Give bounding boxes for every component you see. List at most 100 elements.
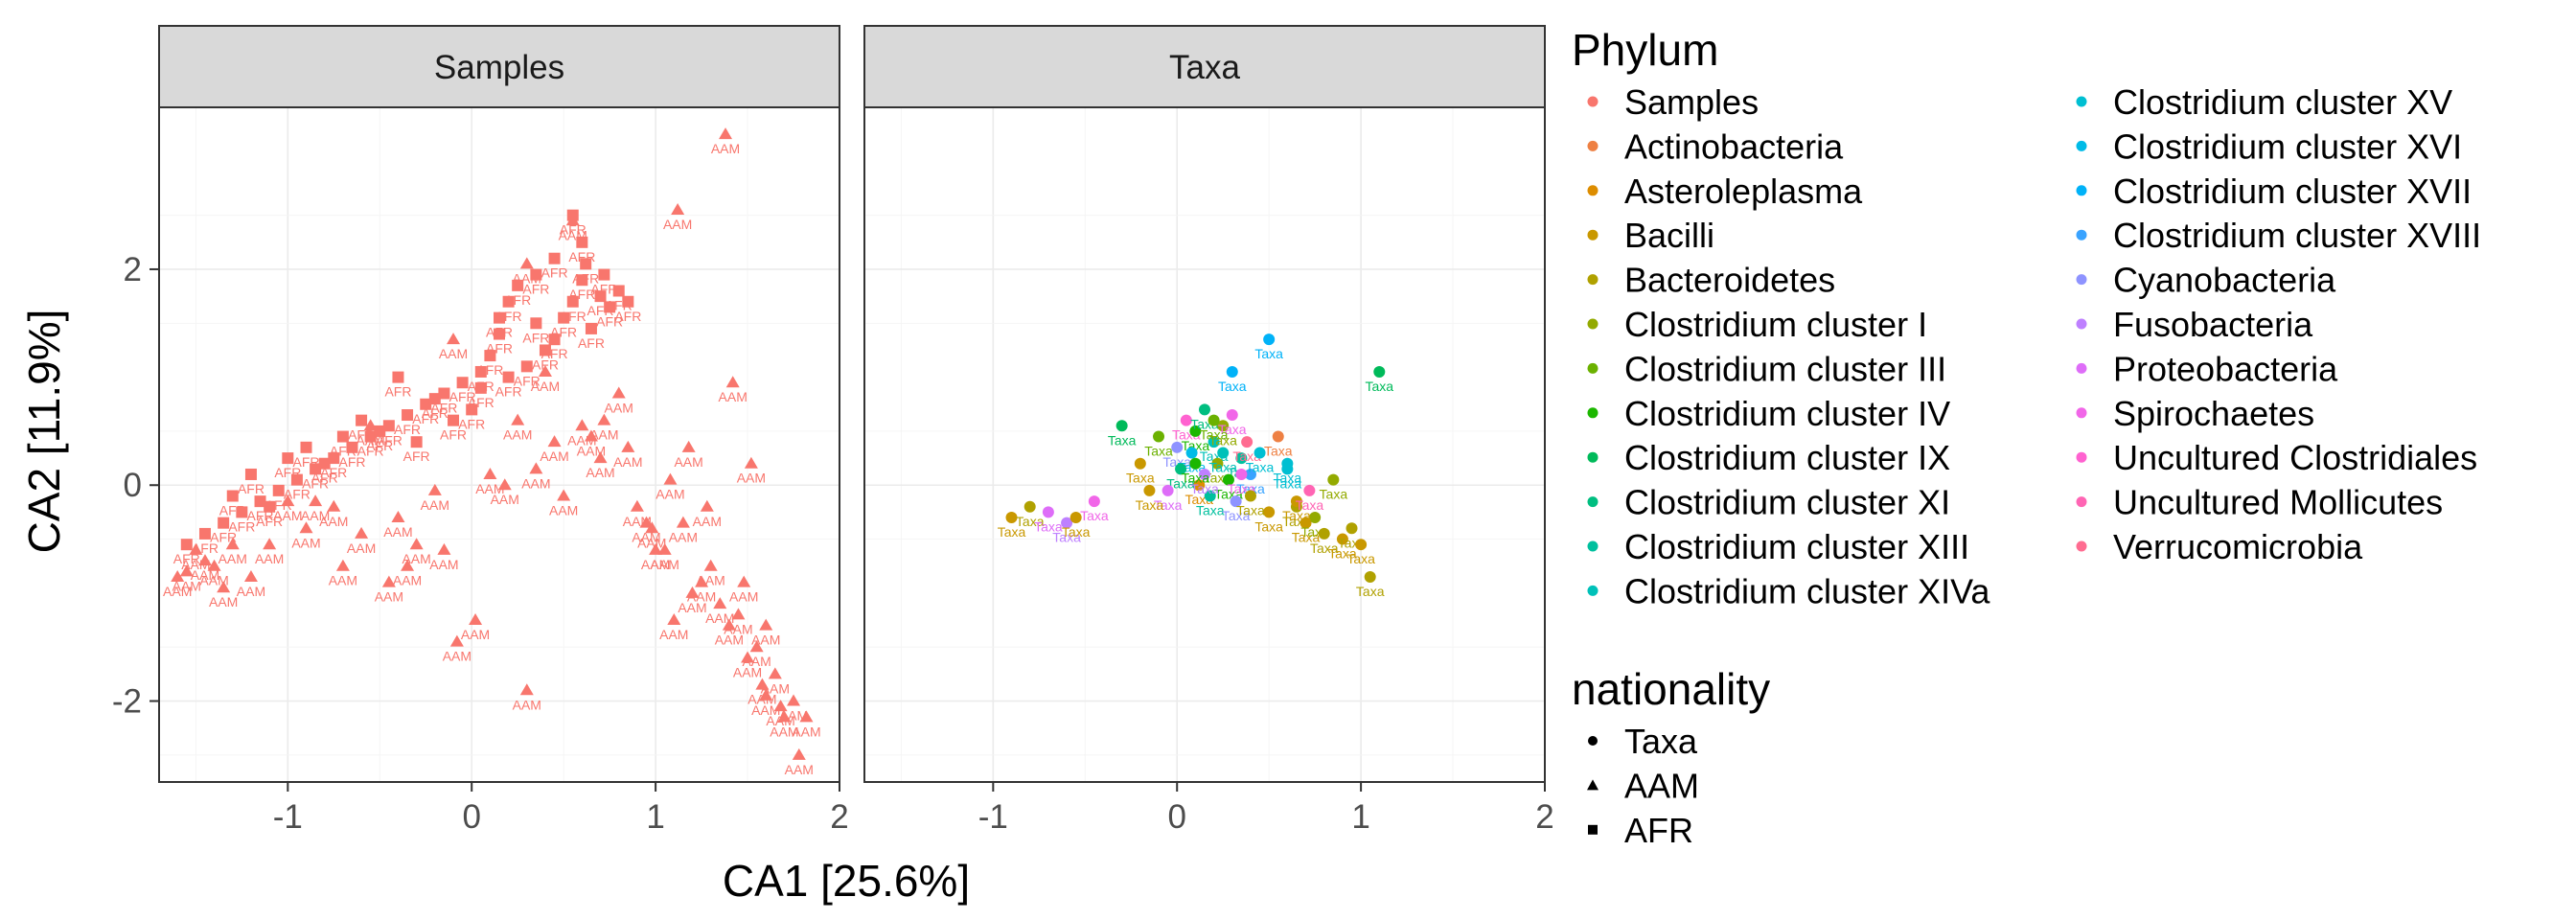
- point-label: AAM: [237, 584, 265, 599]
- point-label: AFR: [412, 411, 439, 426]
- point-label: AFR: [440, 427, 467, 443]
- legend-key: [2076, 274, 2087, 286]
- data-point: AFR: [596, 301, 623, 329]
- square-marker: [272, 484, 285, 496]
- point-label: AFR: [311, 471, 338, 486]
- legend-label: Actinobacteria: [1624, 126, 1844, 166]
- triangle-marker: [449, 634, 464, 647]
- triangle-marker: [667, 613, 681, 626]
- legend-entry: Clostridium cluster XVII: [2076, 172, 2472, 211]
- circle-marker: [1336, 533, 1348, 545]
- legend-entry: Proteobacteria: [2076, 349, 2338, 388]
- legend-entry: Samples: [1587, 82, 1759, 122]
- point-label: AAM: [439, 346, 468, 361]
- legend-entry: Clostridium cluster IV: [1587, 394, 1950, 433]
- data-point: AAM: [421, 483, 449, 513]
- point-label: Taxa: [1356, 584, 1385, 599]
- strip-label: Taxa: [1169, 49, 1240, 86]
- data-point: AAM: [761, 667, 790, 696]
- y-axis-title: CA2 [11.9%]: [19, 310, 69, 554]
- triangle-marker: [639, 516, 654, 528]
- data-point: AAM: [540, 435, 569, 464]
- triangle-marker: [263, 538, 277, 550]
- legend-label: Bacilli: [1624, 216, 1714, 255]
- legend-label: Clostridium cluster XI: [1624, 483, 1950, 522]
- data-point: AAM: [255, 538, 284, 566]
- circle-marker: [1281, 457, 1294, 470]
- data-point: AAM: [475, 467, 505, 496]
- square-marker: [356, 414, 368, 426]
- legend-entry: Actinobacteria: [1587, 126, 1844, 166]
- legend-entry: Bacilli: [1587, 216, 1714, 255]
- triangle-marker: [741, 651, 755, 663]
- data-point: AAM: [172, 564, 201, 593]
- legend-label: Clostridium cluster XVIII: [2113, 216, 2481, 255]
- square-key: [1588, 824, 1598, 835]
- triangle-marker: [731, 608, 746, 620]
- square-marker: [448, 414, 460, 426]
- point-label: Taxa: [1296, 497, 1324, 513]
- data-point: AAM: [641, 542, 670, 572]
- data-point: AAM: [733, 651, 762, 679]
- point-label: AAM: [521, 475, 550, 491]
- square-marker: [264, 500, 276, 513]
- square-marker: [290, 473, 303, 486]
- legend-key: [2076, 229, 2087, 241]
- point-label: Taxa: [1182, 471, 1210, 486]
- legend-entry: Clostridium cluster XIII: [1587, 527, 1969, 566]
- legend-entry: Clostridium cluster IX: [1587, 438, 1950, 477]
- data-point: Taxa: [1254, 334, 1283, 361]
- triangle-marker: [519, 257, 534, 269]
- circle-marker: [1042, 506, 1054, 518]
- circle-marker: [1327, 473, 1340, 486]
- legend-key: [1587, 540, 1598, 552]
- legend-key: [1587, 407, 1598, 419]
- legend-label: Bacteroidetes: [1624, 261, 1835, 300]
- triangle-marker: [713, 597, 727, 610]
- circle-marker: [1346, 522, 1358, 535]
- data-point: AFR: [522, 317, 549, 345]
- circle-marker: [1199, 403, 1210, 416]
- data-point: AAM: [375, 575, 403, 605]
- point-label: AFR: [590, 282, 617, 297]
- circle-marker: [1355, 539, 1368, 551]
- point-label: AAM: [393, 573, 422, 588]
- axis-titles: CA1 [25.6%] CA2 [11.9%]: [19, 310, 970, 906]
- point-label: AAM: [711, 141, 740, 156]
- triangle-marker: [630, 499, 644, 512]
- data-point: AFR: [403, 436, 430, 464]
- square-marker: [420, 398, 432, 410]
- point-label: AFR: [468, 395, 494, 410]
- point-label: AAM: [383, 524, 412, 540]
- point-label: AAM: [737, 471, 766, 486]
- legend-key: [2076, 496, 2087, 508]
- legend-label: Fusobacteria: [2113, 305, 2313, 344]
- square-marker: [484, 350, 496, 362]
- strip-background: [158, 25, 840, 108]
- data-point: Taxa: [1310, 527, 1339, 556]
- point-label: Taxa: [1254, 346, 1283, 361]
- data-point: AAM: [577, 429, 606, 459]
- legend-entry: Spirochaetes: [2076, 394, 2314, 433]
- point-label: AAM: [181, 557, 210, 572]
- point-label: AAM: [549, 503, 578, 518]
- square-marker: [580, 258, 592, 270]
- point-label: AFR: [578, 335, 605, 351]
- triangle-marker: [179, 564, 194, 577]
- legend-entry: Taxa: [1588, 722, 1698, 761]
- data-point: AFR: [614, 295, 641, 324]
- square-marker: [558, 311, 570, 324]
- square-marker: [456, 377, 469, 389]
- legend-entry: Clostridium cluster XI: [1587, 483, 1950, 522]
- triangle-marker: [529, 462, 543, 474]
- triangle-marker: [685, 586, 700, 598]
- triangle-marker: [759, 688, 773, 701]
- legend-entry: Fusobacteria: [2076, 305, 2313, 344]
- circle-marker: [1226, 365, 1238, 378]
- x-tick-label: 0: [1167, 798, 1185, 836]
- panel-1: TaxaTaxaTaxaTaxaTaxaTaxaTaxaTaxaTaxaTaxa…: [863, 25, 1554, 836]
- data-point: Taxa: [1366, 365, 1393, 394]
- point-label: AFR: [357, 444, 384, 459]
- square-marker: [244, 468, 257, 480]
